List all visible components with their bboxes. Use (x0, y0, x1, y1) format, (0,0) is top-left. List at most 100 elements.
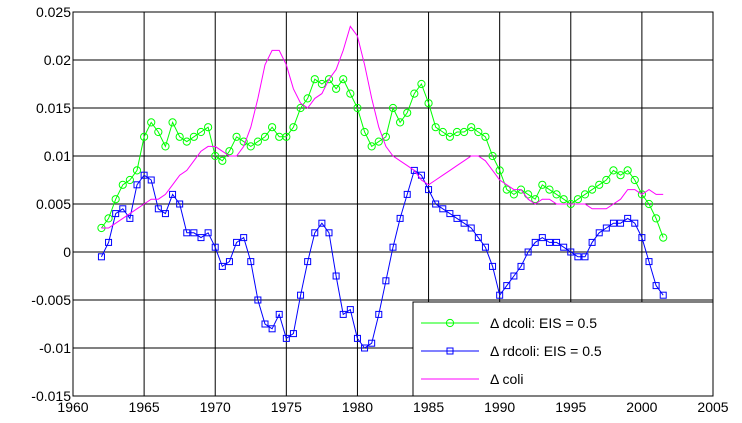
data-point (211, 243, 219, 251)
data-point (595, 229, 603, 237)
data-point (410, 166, 418, 174)
data-point (311, 229, 319, 237)
data-point (133, 181, 141, 189)
data-point (140, 171, 148, 179)
data-point (282, 132, 291, 141)
x-tick-label: 2000 (626, 399, 657, 415)
series-line (100, 169, 664, 349)
y-tick-label: 0.01 (44, 148, 71, 164)
data-point (623, 166, 632, 175)
data-point (502, 185, 511, 194)
data-point (253, 137, 262, 146)
y-tick-label: 0.02 (44, 52, 71, 68)
data-point (453, 214, 461, 222)
series-2 (101, 25, 664, 229)
data-point (197, 234, 205, 242)
data-point (396, 118, 405, 127)
data-point (652, 282, 660, 290)
data-point (297, 291, 305, 299)
series-group (97, 25, 668, 352)
legend-marker (445, 318, 455, 328)
data-point (580, 190, 590, 199)
data-point (425, 186, 433, 194)
data-point (161, 142, 170, 151)
legend-marker (446, 347, 454, 355)
data-point (204, 229, 212, 237)
data-point (659, 291, 667, 299)
data-point (396, 214, 404, 222)
data-point (317, 79, 326, 89)
data-point (588, 185, 597, 194)
series-line (101, 78, 664, 238)
legend-label: Δ dcoli: EIS = 0.5 (490, 315, 597, 331)
data-point (645, 258, 653, 266)
data-point (573, 195, 582, 204)
series-1 (97, 166, 667, 352)
data-point (353, 103, 362, 113)
data-point (574, 253, 582, 261)
data-point (119, 205, 127, 213)
data-point (196, 127, 206, 137)
data-point (489, 262, 497, 270)
data-point (147, 118, 156, 127)
data-point (169, 190, 177, 198)
data-point (424, 99, 433, 108)
legend-entry: Δ coli (421, 371, 523, 387)
series-0 (97, 75, 668, 242)
data-point (233, 238, 241, 246)
data-point (638, 234, 646, 242)
data-point (247, 258, 255, 266)
data-point (282, 334, 290, 342)
legend-box (412, 301, 714, 397)
series-line (101, 25, 664, 229)
axes: 1960 1965 1970 1975 1980 1985 1990 1995 2000 2005… (31, 4, 728, 415)
data-point (111, 195, 120, 204)
data-point (339, 75, 348, 84)
data-point (644, 199, 654, 209)
data-point (630, 175, 639, 185)
data-point (182, 137, 191, 146)
data-point (97, 253, 105, 261)
data-point (303, 94, 312, 103)
data-point (140, 132, 149, 141)
data-point (382, 277, 390, 285)
data-point (147, 176, 155, 184)
x-tick-label: 2005 (697, 399, 728, 415)
data-point (289, 330, 297, 338)
data-point (567, 248, 575, 256)
data-point (581, 253, 589, 261)
legend-label: Δ rdcoli: EIS = 0.5 (490, 343, 602, 359)
x-tick-label: 1990 (484, 399, 515, 415)
data-point (488, 151, 497, 161)
data-point (105, 238, 113, 246)
data-point (560, 243, 568, 251)
data-point (495, 166, 504, 175)
data-point (538, 180, 547, 189)
data-point (204, 123, 213, 132)
data-point (474, 234, 482, 242)
data-point (389, 243, 397, 251)
data-point (559, 195, 568, 204)
data-point (652, 214, 661, 223)
data-point (531, 195, 540, 204)
data-point (545, 238, 553, 246)
data-point (510, 272, 518, 280)
data-point (375, 310, 383, 318)
y-tick-label: 0.015 (36, 100, 71, 116)
data-point (553, 238, 561, 246)
data-point (168, 118, 177, 127)
data-point (438, 127, 447, 137)
legend: Δ dcoli: EIS = 0.5 Δ rdcoli: EIS = 0.5 Δ c… (412, 301, 714, 397)
data-point (637, 190, 646, 199)
y-tick-label: 0 (63, 244, 71, 260)
data-point (474, 127, 483, 137)
data-point (609, 166, 618, 175)
x-tick-label: 1985 (413, 399, 444, 415)
data-point (431, 123, 440, 132)
data-point (517, 262, 525, 270)
data-point (189, 132, 198, 141)
legend-entry: Δ dcoli: EIS = 0.5 (421, 315, 597, 331)
data-point (296, 103, 305, 113)
data-point (126, 214, 134, 222)
data-point (104, 214, 113, 223)
